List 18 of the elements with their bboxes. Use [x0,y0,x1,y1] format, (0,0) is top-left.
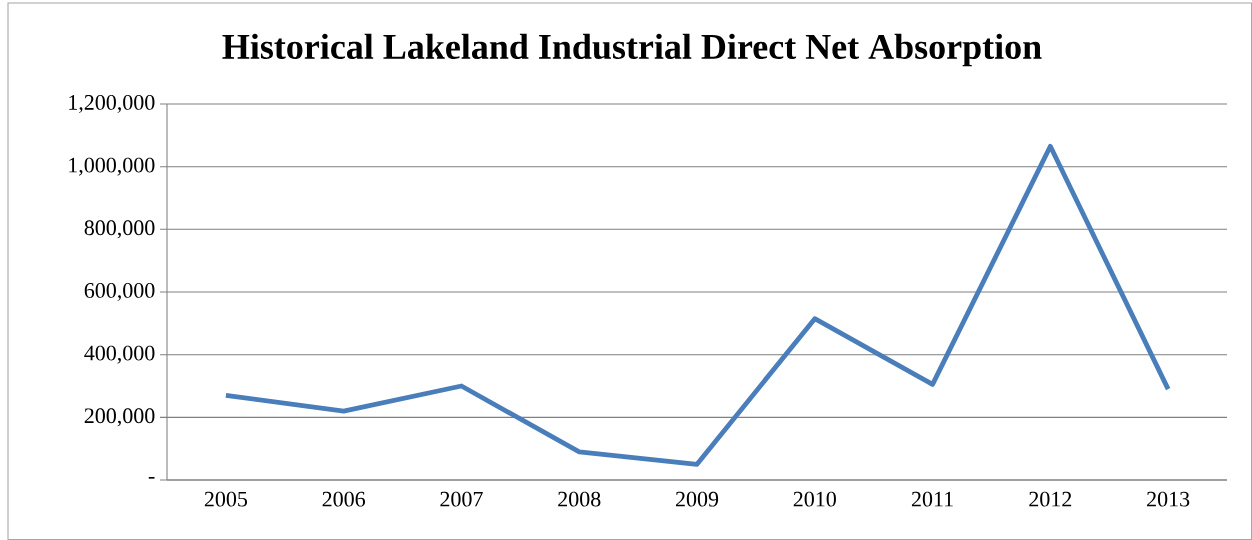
x-tick-label: 2011 [911,491,953,507]
y-tick-label: 400,000 [84,345,155,364]
x-tick-label: 2009 [675,491,719,507]
x-tick-label: 2008 [558,491,601,507]
y-tick-label: 1,000,000 [69,157,155,176]
line-series [223,143,1171,467]
x-tick-label: 2006 [322,491,366,507]
x-tick-label: 2012 [1029,491,1072,507]
y-tick-label: - [148,477,155,479]
y-tick-label: 1,200,000 [69,94,155,114]
x-tick-label: 2005 [204,491,248,507]
y-tick-label: 200,000 [84,408,155,427]
chart-title: Historical Lakeland Industrial Direct Net Absorption [222,33,1042,67]
y-tick-label: 600,000 [84,282,155,302]
y-tick-label: 800,000 [84,220,155,239]
x-tick-label: 2010 [793,491,836,507]
x-tick-label: 2013 [1147,491,1190,507]
x-tick-label: 2007 [440,491,483,507]
